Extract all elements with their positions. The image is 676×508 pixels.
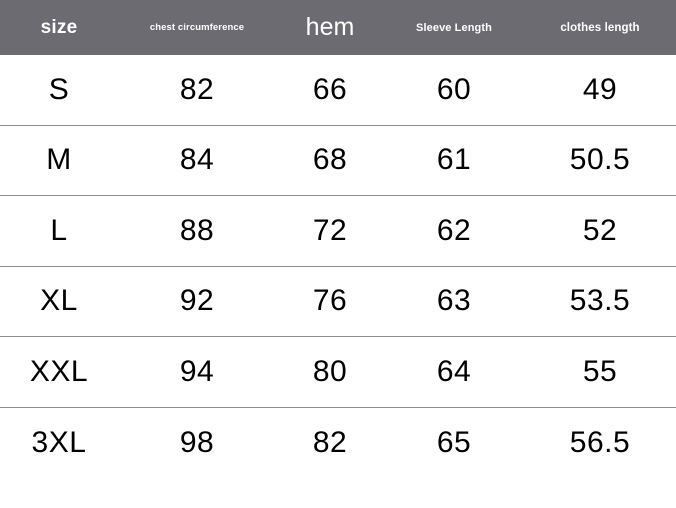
- cell-sleeve: 62: [436, 213, 472, 247]
- table-row: XXL 94 80 64 55: [0, 337, 676, 408]
- table-body: S 82 66 60 49 M 84 68 61 50.5 L 88 72 62…: [0, 55, 676, 478]
- cell-hem: 76: [312, 284, 348, 318]
- cell-sleeve: 64: [436, 354, 472, 388]
- cell-length: 56.5: [569, 425, 631, 459]
- cell-hem: 66: [312, 72, 348, 106]
- cell-length: 53.5: [569, 284, 631, 318]
- cell-hem: 80: [312, 354, 348, 388]
- cell-length: 55: [582, 354, 618, 388]
- cell-chest: 82: [179, 72, 215, 106]
- cell-hem: 68: [312, 143, 348, 177]
- cell-size: S: [48, 72, 70, 106]
- cell-size: M: [46, 143, 72, 177]
- cell-size: XL: [40, 284, 78, 318]
- cell-size: 3XL: [31, 425, 87, 459]
- cell-size: XXL: [29, 354, 89, 388]
- table-row: XL 92 76 63 53.5: [0, 266, 676, 337]
- cell-chest: 84: [179, 143, 215, 177]
- cell-length: 50.5: [569, 143, 631, 177]
- column-header-size: size: [40, 16, 78, 38]
- column-header-clothes-length: clothes length: [560, 21, 640, 34]
- table-row: L 88 72 62 52: [0, 196, 676, 267]
- cell-sleeve: 60: [436, 72, 472, 106]
- table-row: M 84 68 61 50.5: [0, 125, 676, 196]
- column-header-hem: hem: [305, 13, 355, 41]
- cell-size: L: [50, 213, 68, 247]
- cell-hem: 82: [312, 425, 348, 459]
- column-header-sleeve-length: Sleeve Length: [416, 21, 492, 34]
- cell-hem: 72: [312, 213, 348, 247]
- cell-chest: 98: [179, 425, 215, 459]
- table-row: 3XL 98 82 65 56.5: [0, 407, 676, 478]
- cell-chest: 88: [179, 213, 215, 247]
- table-header-row: size chest circumference hem Sleeve Leng…: [0, 0, 676, 55]
- column-header-chest-circumference: chest circumference: [149, 22, 245, 33]
- cell-chest: 94: [179, 354, 215, 388]
- cell-length: 49: [582, 72, 618, 106]
- cell-sleeve: 65: [436, 425, 472, 459]
- table-row: S 82 66 60 49: [0, 55, 676, 126]
- cell-chest: 92: [179, 284, 215, 318]
- cell-sleeve: 63: [436, 284, 472, 318]
- cell-length: 52: [582, 213, 618, 247]
- cell-sleeve: 61: [436, 143, 472, 177]
